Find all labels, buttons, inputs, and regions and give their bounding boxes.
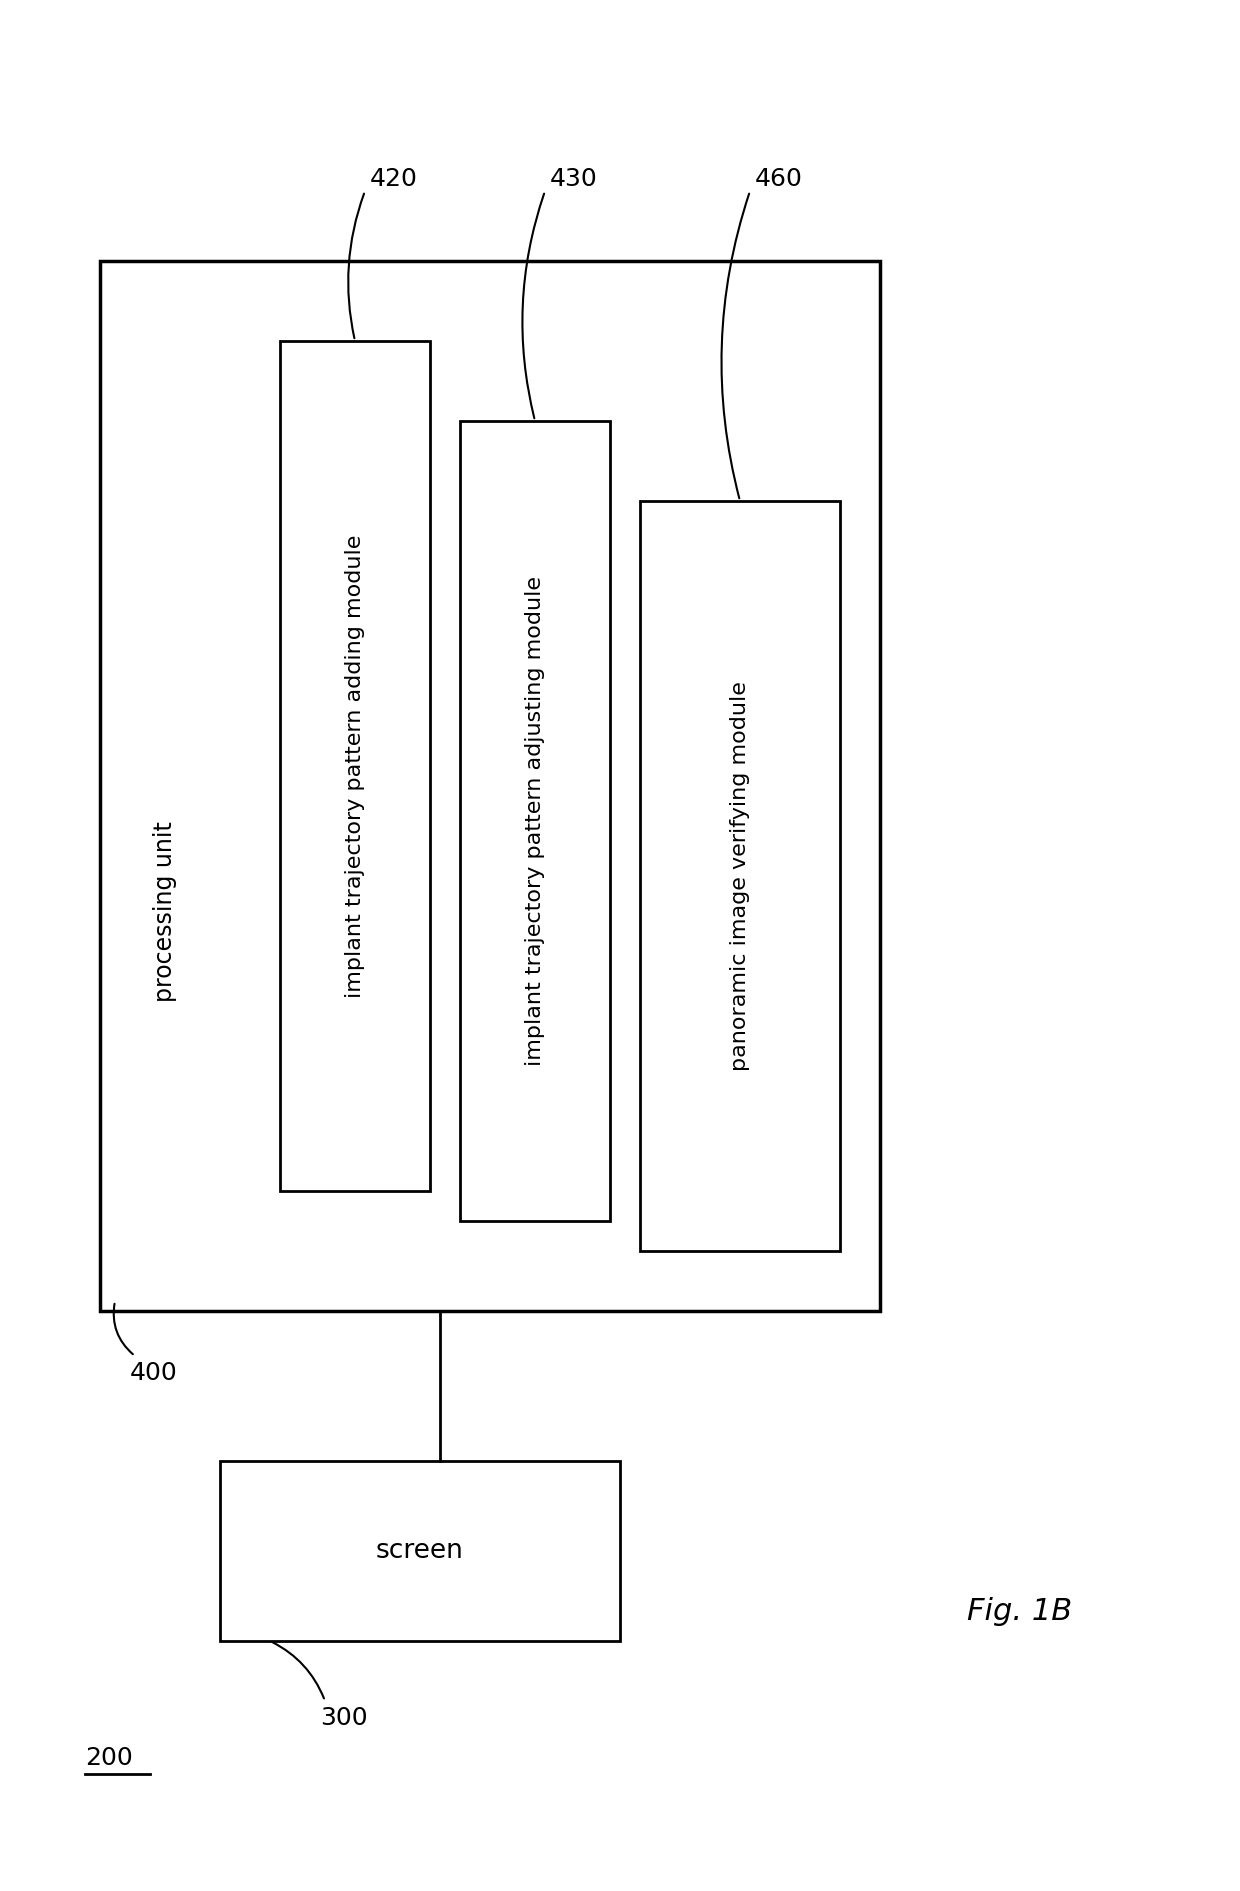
Text: 420: 420 [370, 166, 418, 191]
Bar [460, 422, 610, 1222]
Text: 300: 300 [320, 1706, 367, 1730]
Text: processing unit: processing unit [153, 821, 177, 1002]
Text: Fig. 1B: Fig. 1B [967, 1596, 1073, 1626]
Bar [640, 501, 839, 1252]
Text: 400: 400 [130, 1362, 177, 1384]
Text: 200: 200 [86, 1745, 133, 1770]
Text: screen: screen [376, 1537, 464, 1564]
Text: implant trajectory pattern adding module: implant trajectory pattern adding module [345, 535, 365, 998]
Text: 430: 430 [551, 166, 598, 191]
Bar [100, 261, 880, 1310]
Text: 460: 460 [755, 166, 802, 191]
Text: panoramic image verifying module: panoramic image verifying module [730, 681, 750, 1070]
Bar [280, 340, 430, 1191]
Bar [219, 1462, 620, 1641]
Text: implant trajectory pattern adjusting module: implant trajectory pattern adjusting mod… [525, 577, 546, 1067]
